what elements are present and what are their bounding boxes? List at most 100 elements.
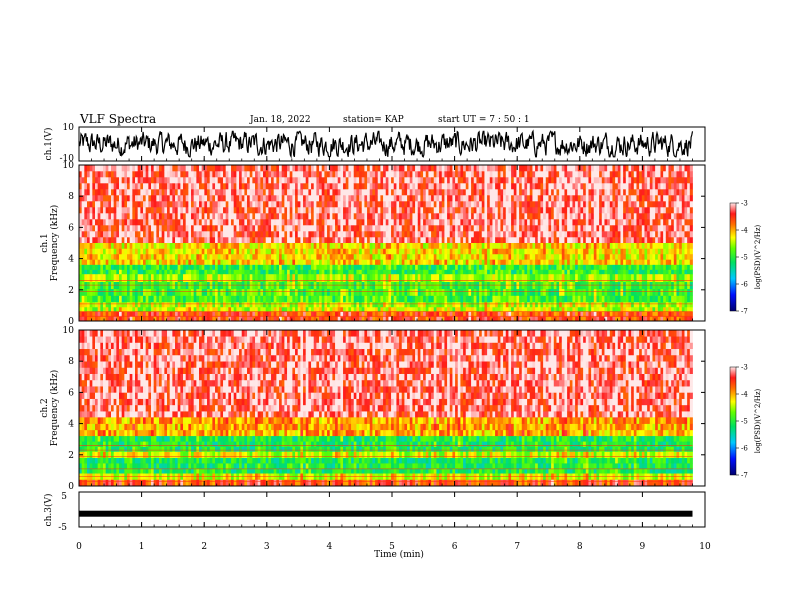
figure-title: VLF Spectra: [79, 112, 156, 126]
spectrogram-cell: [537, 282, 541, 290]
spectrogram-cell: [305, 165, 309, 172]
spectrogram-cell: [196, 219, 200, 226]
spectrogram-cell: [364, 183, 368, 190]
spectrogram-cell: [313, 207, 317, 214]
spectrogram-cell: [191, 316, 195, 322]
spectrogram-cell: [145, 207, 149, 214]
spectrogram-cell: [489, 177, 493, 184]
spectrogram-cell: [236, 306, 240, 312]
spectrogram-cell: [511, 213, 515, 220]
spectrogram-cell: [81, 282, 85, 290]
spectrogram-cell: [375, 306, 379, 312]
spectrogram-cell: [287, 302, 291, 308]
spectrogram-cell: [388, 306, 392, 312]
spectrogram-cell: [449, 243, 453, 249]
spectrogram-cell: [137, 311, 141, 317]
spectrogram-cell: [287, 311, 291, 317]
spectrogram-cell: [463, 274, 467, 283]
spectrogram-cell: [111, 259, 115, 266]
spectrogram-cell: [425, 311, 429, 317]
spectrogram-cell: [265, 248, 269, 255]
spectrogram-cell: [153, 207, 157, 214]
spectrogram-cell: [412, 248, 416, 255]
spectrogram-cell: [257, 231, 261, 238]
spectrogram-cell: [564, 306, 568, 312]
spectrogram-cell: [556, 201, 560, 208]
spectrogram-cell: [481, 274, 485, 283]
spectrogram-cell: [135, 219, 139, 226]
spectrogram-cell: [364, 259, 368, 266]
spectrogram-cell: [351, 253, 355, 260]
spectrogram-cell: [375, 177, 379, 184]
spectrogram-cell: [332, 253, 336, 260]
spectrogram-cell: [169, 311, 173, 317]
spectrogram-cell: [180, 177, 184, 184]
spectrogram-cell: [487, 165, 491, 172]
spectrogram-cell: [121, 237, 125, 244]
spectrogram-cell: [148, 269, 152, 275]
spectrogram-cell: [460, 306, 464, 312]
spectrogram-cell: [465, 195, 469, 202]
spectrogram-cell: [393, 243, 397, 249]
spectrogram-cell: [444, 316, 448, 322]
spectrogram-cell: [156, 171, 160, 178]
spectrogram-cell: [489, 231, 493, 238]
spectrogram-cell: [521, 264, 525, 270]
spectrogram-cell: [164, 165, 168, 172]
spectrogram-cell: [553, 264, 557, 270]
spectrogram-cell: [449, 165, 453, 172]
spectrogram-cell: [81, 183, 85, 190]
spectrogram-cell: [135, 264, 139, 270]
spectrogram-cell: [175, 288, 179, 296]
spectrogram-cell: [319, 225, 323, 232]
spectrogram-cell: [375, 183, 379, 190]
spectrogram-cell: [551, 189, 555, 196]
spectrogram-cell: [119, 306, 123, 312]
spectrogram-cell: [92, 189, 96, 196]
spectrogram-cell: [121, 269, 125, 275]
spectrogram-cell: [473, 243, 477, 249]
spectrogram-cell: [375, 288, 379, 296]
spectrogram-cell: [81, 316, 85, 322]
spectrogram-cell: [409, 306, 413, 312]
spectrogram-cell: [193, 207, 197, 214]
spectrogram-cell: [383, 165, 387, 172]
spectrogram-cell: [316, 253, 320, 260]
spectrogram-cell: [449, 237, 453, 244]
spectrogram-cell: [537, 295, 541, 303]
spectrogram-cell: [271, 231, 275, 238]
spectrogram-cell: [391, 201, 395, 208]
spectrogram-cell: [511, 248, 515, 255]
spectrogram-cell: [292, 201, 296, 208]
spectrogram-cell: [353, 201, 357, 208]
spectrogram-cell: [212, 302, 216, 308]
spectrogram-cell: [436, 302, 440, 308]
spectrogram-cell: [543, 295, 547, 303]
spectrogram-cell: [169, 269, 173, 275]
spectrogram-cell: [471, 269, 475, 275]
spectrogram-cell: [287, 243, 291, 249]
spectrogram-cell: [87, 243, 91, 249]
spectrogram-cell: [449, 219, 453, 226]
spectrogram-cell: [287, 288, 291, 296]
spectrogram-cell: [137, 177, 141, 184]
spectrogram-cell: [188, 243, 192, 249]
spectrogram-cell: [393, 219, 397, 226]
spectrogram-cell: [343, 295, 347, 303]
spectrogram-cell: [540, 269, 544, 275]
spectrogram-cell: [175, 231, 179, 238]
spectrogram-cell: [463, 177, 467, 184]
spectrogram-cell: [185, 259, 189, 266]
spectrogram-cell: [159, 295, 163, 303]
spectrogram-cell: [412, 171, 416, 178]
spectrogram-cell: [457, 269, 461, 275]
spectrogram-cell: [391, 207, 395, 214]
spectrogram-cell: [327, 213, 331, 220]
spectrogram-cell: [537, 302, 541, 308]
spectrogram-cell: [249, 225, 253, 232]
spectrogram-cell: [265, 243, 269, 249]
spectrogram-cell: [468, 177, 472, 184]
spectrogram-cell: [401, 189, 405, 196]
spectrogram-cell: [409, 189, 413, 196]
spectrogram-cell: [137, 243, 141, 249]
